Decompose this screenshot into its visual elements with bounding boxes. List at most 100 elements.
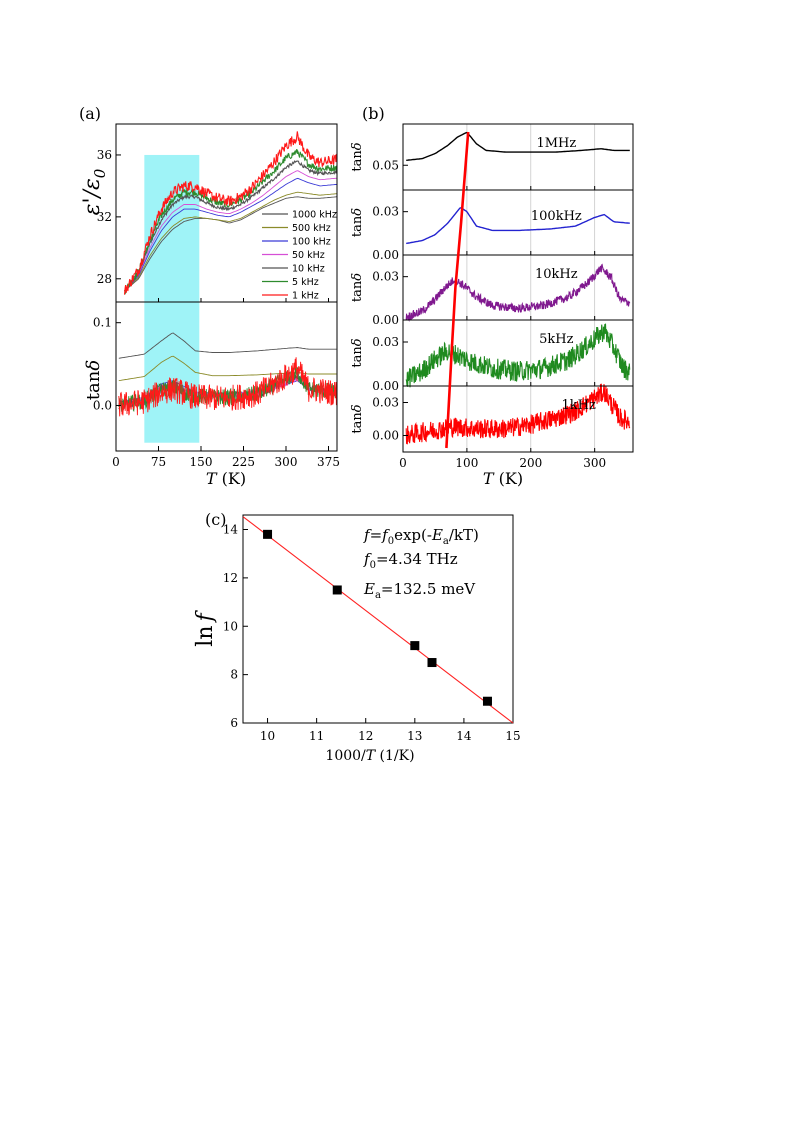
a-bottom-series-group bbox=[118, 332, 338, 417]
b-subplot-label: 1MHz bbox=[536, 136, 576, 151]
c-xtick-label: 14 bbox=[456, 729, 472, 743]
b-xtick-label: 200 bbox=[519, 456, 542, 470]
a-top-line-50kHz bbox=[124, 170, 338, 292]
b-line-1kHz bbox=[405, 383, 631, 445]
panel-label-a: (a) bbox=[79, 104, 101, 123]
c-data-point bbox=[427, 658, 437, 668]
legend-label: 10 kHz bbox=[292, 264, 325, 275]
b-ylabel: tanδ bbox=[350, 208, 365, 237]
b-subplot-frame bbox=[402, 189, 634, 256]
b-line-100kHz bbox=[406, 207, 630, 245]
a-top-ytick-label: 32 bbox=[97, 210, 112, 224]
a-xtick-label: 75 bbox=[151, 455, 166, 469]
a-top-line-1000kHz bbox=[124, 196, 338, 292]
b-xtick-label: 100 bbox=[455, 456, 478, 470]
legend-label: 5 kHz bbox=[292, 277, 319, 288]
b-ytick-label: 0.03 bbox=[372, 396, 399, 410]
b-ylabel: tanδ bbox=[350, 142, 365, 171]
legend-label: 1 kHz bbox=[292, 291, 319, 302]
a-top-line-10kHz bbox=[124, 160, 338, 292]
panel-b: 0.05 1MHz tanδ 0.00 0.03 100kHz tanδ 0.00 0.03 10… bbox=[350, 123, 634, 488]
b-ylabel: tanδ bbox=[350, 404, 365, 433]
panel-c: 10 11 12 13 14 15 6 8 10 12 14 1000/T (1/K) lnf f=… bbox=[193, 514, 521, 764]
a-top-line-100kHz bbox=[124, 177, 338, 292]
a-top-line-5kHz bbox=[124, 148, 338, 295]
legend-label: 50 kHz bbox=[292, 250, 325, 261]
a-bottom-line-1kHz bbox=[118, 357, 338, 417]
a-axes: 0 75 150 225 300 375 28 32 36 0.0 0.1 bbox=[93, 123, 340, 469]
b-ylabel: tanδ bbox=[350, 338, 365, 367]
a-top-line-500kHz bbox=[124, 191, 338, 292]
c-ytick-label: 12 bbox=[223, 571, 238, 585]
b-line-10kHz bbox=[405, 263, 631, 323]
b-content: 0.05 1MHz tanδ 0.00 0.03 100kHz tanδ 0.00 0.03 10… bbox=[350, 123, 634, 470]
a-bottom-line-500kHz bbox=[118, 355, 337, 382]
b-ytick-label: 0.05 bbox=[372, 158, 399, 172]
panel-a: 0 75 150 225 300 375 28 32 36 0.0 0.1 1000 kHz 500 … bbox=[80, 123, 340, 488]
c-annotation-f0: f0=4.34 THz bbox=[363, 550, 458, 571]
c-data-point bbox=[410, 641, 420, 651]
legend-label: 1000 kHz bbox=[292, 210, 337, 221]
a-xtick-label: 225 bbox=[232, 455, 255, 469]
a-bottom-line-1000kHz bbox=[118, 332, 337, 359]
b-ytick-label: 0.00 bbox=[372, 429, 399, 443]
b-line-1MHz bbox=[406, 131, 630, 161]
a-top-series-group bbox=[123, 131, 338, 295]
c-xlabel: 1000/T (1/K) bbox=[325, 748, 414, 764]
c-xtick-label: 12 bbox=[358, 729, 373, 743]
panel-label-c: (c) bbox=[205, 510, 226, 529]
c-annotation-Ea: Ea=132.5 meV bbox=[363, 580, 476, 601]
legend-label: 100 kHz bbox=[292, 237, 331, 248]
b-subplot-label: 10kHz bbox=[535, 267, 578, 282]
b-peak-trend-line bbox=[445, 131, 470, 449]
c-xtick-label: 13 bbox=[407, 729, 422, 743]
a-top-line-1kHz bbox=[123, 131, 338, 295]
legend-label: 500 kHz bbox=[292, 223, 331, 234]
c-ylabel: lnf bbox=[193, 609, 218, 646]
c-xtick-label: 11 bbox=[309, 729, 324, 743]
b-xtick-label: 0 bbox=[399, 456, 407, 470]
b-subplot-label: 1kHz bbox=[562, 398, 596, 413]
b-subplot-frame bbox=[402, 385, 634, 453]
c-fit-line bbox=[242, 516, 514, 724]
panel-label-b: (b) bbox=[362, 104, 385, 123]
b-subplot-label: 5kHz bbox=[539, 332, 573, 347]
a-top-ytick-label: 28 bbox=[97, 272, 112, 286]
b-xtick-label: 300 bbox=[583, 456, 606, 470]
c-content: 10 11 12 13 14 15 6 8 10 12 14 bbox=[223, 514, 521, 743]
c-ytick-label: 14 bbox=[223, 523, 239, 537]
a-bottom-ytick-label: 0.1 bbox=[93, 316, 112, 330]
a-xtick-label: 300 bbox=[275, 455, 298, 469]
c-annotation-equation: f=f0exp(-Ea/kT) bbox=[363, 526, 479, 547]
a-xtick-label: 375 bbox=[317, 455, 340, 469]
a-xlabel: T (K) bbox=[206, 469, 246, 488]
b-ytick-label: 0.00 bbox=[372, 248, 399, 262]
a-top-ylabel: ε'/ε0 bbox=[80, 168, 109, 215]
b-ytick-label: 0.03 bbox=[372, 335, 399, 349]
c-ytick-label: 8 bbox=[230, 668, 238, 682]
a-top-ytick-label: 36 bbox=[97, 148, 112, 162]
legend: 1000 kHz 500 kHz 100 kHz 50 kHz 10 kHz 5 kHz 1… bbox=[262, 210, 337, 302]
a-bottom-ylabel: tanδ bbox=[83, 360, 104, 400]
c-xtick-label: 10 bbox=[260, 729, 275, 743]
c-frame bbox=[242, 514, 514, 724]
a-xtick-label: 150 bbox=[190, 455, 213, 469]
a-frame bbox=[115, 123, 338, 452]
b-xlabel: T (K) bbox=[483, 469, 523, 488]
a-bottom-ytick-label: 0.0 bbox=[93, 398, 112, 412]
c-ytick-label: 6 bbox=[230, 716, 238, 730]
a-xtick-label: 0 bbox=[112, 455, 120, 469]
b-ylabel: tanδ bbox=[350, 273, 365, 302]
b-subplot-label: 100kHz bbox=[531, 209, 582, 224]
b-ytick-label: 0.00 bbox=[372, 379, 399, 393]
b-ytick-label: 0.00 bbox=[372, 313, 399, 327]
c-xtick-label: 15 bbox=[505, 729, 520, 743]
c-data-point bbox=[332, 585, 342, 595]
c-data-point bbox=[482, 696, 492, 706]
b-ytick-label: 0.03 bbox=[372, 270, 399, 284]
c-data-point bbox=[263, 529, 273, 539]
b-line-5kHz bbox=[405, 323, 631, 388]
c-ytick-label: 10 bbox=[223, 619, 238, 633]
b-ytick-label: 0.03 bbox=[372, 205, 399, 219]
